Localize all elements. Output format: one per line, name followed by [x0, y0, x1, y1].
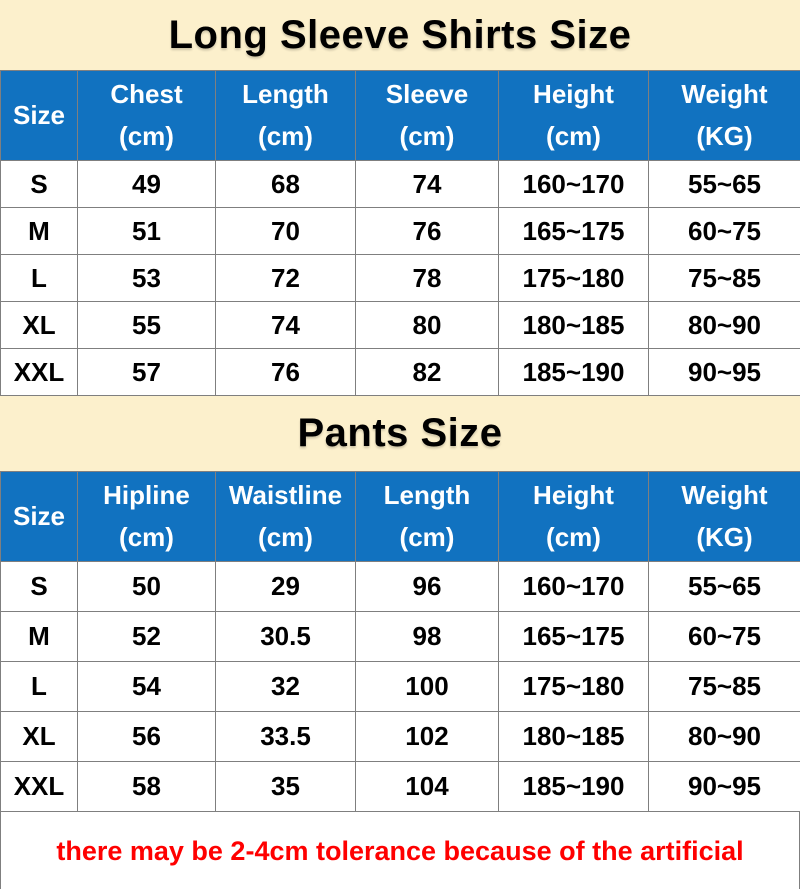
table-cell: 80~90: [648, 301, 800, 349]
table-cell: 96: [355, 561, 499, 612]
pants-header-weight: Weight (KG): [648, 471, 800, 562]
table-row: M 51 70 76 165~175 60~75: [0, 207, 800, 255]
table-row: XL 55 74 80 180~185 80~90: [0, 301, 800, 349]
table-cell: 76: [355, 207, 499, 255]
table-cell: 55: [77, 301, 216, 349]
table-cell: 58: [77, 761, 216, 812]
table-cell: 160~170: [498, 160, 649, 208]
table-row: S 49 68 74 160~170 55~65: [0, 160, 800, 208]
table-cell: M: [0, 207, 78, 255]
pants-title: Pants Size: [297, 411, 503, 455]
table-cell: 51: [77, 207, 216, 255]
pants-title-banner: Pants Size: [0, 396, 800, 471]
table-cell: XXL: [0, 348, 78, 396]
table-cell: 49: [77, 160, 216, 208]
table-cell: 104: [355, 761, 499, 812]
table-cell: S: [0, 561, 78, 612]
table-cell: 52: [77, 611, 216, 662]
table-cell: 32: [215, 661, 356, 712]
tolerance-note-text: there may be 2-4cm tolerance because of …: [56, 835, 744, 866]
pants-size-table: Size Hipline (cm) Waistline (cm) Length …: [0, 471, 800, 812]
table-cell: M: [0, 611, 78, 662]
tolerance-note: there may be 2-4cm tolerance because of …: [0, 812, 800, 889]
pants-header-length: Length (cm): [355, 471, 499, 562]
table-cell: 35: [215, 761, 356, 812]
pants-header-size: Size: [0, 471, 78, 562]
table-cell: 54: [77, 661, 216, 712]
table-cell: 160~170: [498, 561, 649, 612]
table-cell: 50: [77, 561, 216, 612]
table-cell: 165~175: [498, 207, 649, 255]
table-cell: 80: [355, 301, 499, 349]
shirts-title-banner: Long Sleeve Shirts Size: [0, 0, 800, 70]
table-cell: 60~75: [648, 611, 800, 662]
table-row: S 50 29 96 160~170 55~65: [0, 561, 800, 612]
table-cell: 98: [355, 611, 499, 662]
table-cell: 74: [355, 160, 499, 208]
table-cell: 75~85: [648, 661, 800, 712]
table-cell: 30.5: [215, 611, 356, 662]
table-cell: 180~185: [498, 711, 649, 762]
table-cell: XL: [0, 301, 78, 349]
table-cell: 55~65: [648, 561, 800, 612]
shirts-header-length: Length (cm): [215, 70, 356, 161]
table-cell: 82: [355, 348, 499, 396]
table-cell: 102: [355, 711, 499, 762]
table-row: XXL 58 35 104 185~190 90~95: [0, 761, 800, 812]
table-cell: L: [0, 661, 78, 712]
table-cell: 74: [215, 301, 356, 349]
table-cell: 78: [355, 254, 499, 302]
table-row: L 54 32 100 175~180 75~85: [0, 661, 800, 712]
shirts-header-weight: Weight (KG): [648, 70, 800, 161]
table-cell: 180~185: [498, 301, 649, 349]
table-row: XXL 57 76 82 185~190 90~95: [0, 348, 800, 396]
table-cell: 175~180: [498, 661, 649, 712]
table-cell: 75~85: [648, 254, 800, 302]
table-cell: 185~190: [498, 348, 649, 396]
table-cell: 55~65: [648, 160, 800, 208]
table-cell: 90~95: [648, 348, 800, 396]
table-cell: 68: [215, 160, 356, 208]
table-cell: 76: [215, 348, 356, 396]
pants-header-row: Size Hipline (cm) Waistline (cm) Length …: [0, 471, 800, 562]
table-cell: 80~90: [648, 711, 800, 762]
shirts-header-height: Height (cm): [498, 70, 649, 161]
shirts-header-size: Size: [0, 70, 78, 161]
table-row: XL 56 33.5 102 180~185 80~90: [0, 711, 800, 762]
table-cell: 60~75: [648, 207, 800, 255]
table-cell: 29: [215, 561, 356, 612]
table-row: M 52 30.5 98 165~175 60~75: [0, 611, 800, 662]
shirts-header-chest: Chest (cm): [77, 70, 216, 161]
shirts-header-row: Size Chest (cm) Length (cm) Sleeve (cm) …: [0, 70, 800, 161]
table-cell: 70: [215, 207, 356, 255]
table-cell: 57: [77, 348, 216, 396]
table-cell: 56: [77, 711, 216, 762]
pants-header-height: Height (cm): [498, 471, 649, 562]
table-cell: L: [0, 254, 78, 302]
table-cell: S: [0, 160, 78, 208]
table-cell: XXL: [0, 761, 78, 812]
table-cell: 175~180: [498, 254, 649, 302]
pants-header-waistline: Waistline (cm): [215, 471, 356, 562]
shirts-header-sleeve: Sleeve (cm): [355, 70, 499, 161]
table-cell: 185~190: [498, 761, 649, 812]
table-cell: 53: [77, 254, 216, 302]
table-cell: XL: [0, 711, 78, 762]
pants-header-hipline: Hipline (cm): [77, 471, 216, 562]
shirts-title: Long Sleeve Shirts Size: [168, 12, 632, 57]
table-cell: 33.5: [215, 711, 356, 762]
table-cell: 90~95: [648, 761, 800, 812]
table-row: L 53 72 78 175~180 75~85: [0, 254, 800, 302]
table-cell: 100: [355, 661, 499, 712]
table-cell: 165~175: [498, 611, 649, 662]
shirts-size-table: Size Chest (cm) Length (cm) Sleeve (cm) …: [0, 70, 800, 396]
table-cell: 72: [215, 254, 356, 302]
